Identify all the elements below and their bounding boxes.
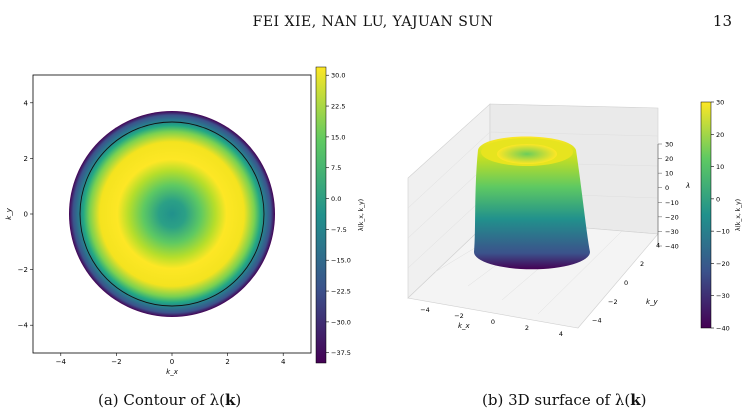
surface-z-tick-label: −20	[665, 213, 679, 221]
contour-colorbar-tick-label: −37.5	[331, 349, 351, 357]
contour-y-tick-label: −4	[18, 322, 29, 330]
caption-a: (a) Contour of λ(k)	[98, 391, 241, 409]
surface-colorbar-ticks: 30 20 10 0 −10 −20 −30 −40	[711, 99, 730, 333]
surface-y-tick-label: −4	[592, 317, 602, 325]
surface-y-ticks: 4 2 0 −2 −4	[592, 241, 660, 324]
contour-x-tick-label: −4	[56, 358, 67, 366]
contour-colorbar-label: λ(k_x, k_y)	[358, 199, 365, 231]
surface-colorbar-tick-label: 0	[716, 195, 720, 203]
surface-colorbar-tick-label: 20	[716, 131, 724, 139]
surface-y-tick-label: 2	[640, 260, 644, 268]
contour-xlabel: k_x	[166, 368, 179, 376]
surface-y-tick-label: 4	[656, 241, 660, 249]
contour-y-tick-label: 0	[24, 211, 28, 219]
surface-z-tick-label: −10	[665, 199, 679, 207]
running-title: FEI XIE, NAN LU, YAJUAN SUN	[252, 14, 494, 30]
contour-colorbar-tick-label: −15.0	[331, 257, 351, 265]
contour-colorbar-tick-label: −7.5	[331, 226, 347, 234]
contour-figure: −4 −2 0 2 4 4 2 0 −2 −4 k_x k_y 30.0 22.5 15.0 7.5 0…	[5, 66, 365, 376]
zero-contour-line	[79, 121, 265, 307]
surface-colorbar-tick-label: −30	[716, 292, 730, 300]
caption-b-bold: k	[630, 391, 641, 409]
surface-z-tick-label: 10	[665, 170, 673, 178]
contour-colorbar-tick-label: 22.5	[331, 103, 345, 111]
contour-colorbar-ticks: 30.0 22.5 15.0 7.5 0.0 −7.5 −15.0 −22.5 −30.0 −37…	[326, 72, 351, 357]
contour-y-tick-label: 4	[24, 99, 29, 107]
surface-x-tick-label: 2	[525, 324, 529, 332]
surface-z-tick-label: −40	[665, 243, 679, 251]
contour-ylabel: k_y	[5, 207, 13, 220]
surface-x-tick-label: 4	[559, 330, 563, 338]
caption-b-suffix: )	[640, 391, 647, 409]
surface-z-tick-label: −30	[665, 228, 679, 236]
surface-inner-well	[497, 144, 557, 164]
contour-colorbar-tick-label: 7.5	[331, 164, 341, 172]
caption-a-prefix: (a) Contour of λ(	[98, 391, 225, 409]
caption-b-prefix: (b) 3D surface of λ(	[482, 391, 631, 409]
caption-a-bold: k	[224, 391, 236, 409]
surface-x-tick-label: −4	[420, 306, 430, 314]
contour-y-ticks: 4 2 0 −2 −4	[18, 99, 33, 330]
surface-colorbar-label: λ(k_x, k_y)	[735, 199, 742, 231]
surface-z-tick-label: 20	[665, 155, 673, 163]
contour-disk	[69, 111, 275, 317]
surface-z-ticks: 30 20 10 0 −10 −20 −30 −40	[658, 141, 679, 251]
contour-y-tick-label: 2	[24, 155, 28, 163]
contour-colorbar	[315, 66, 327, 364]
surface-x-tick-label: 0	[491, 318, 495, 326]
contour-colorbar-tick-label: −22.5	[331, 288, 351, 296]
contour-x-ticks: −4 −2 0 2 4	[56, 353, 286, 366]
contour-colorbar-tick-label: 30.0	[331, 72, 345, 80]
surface-zlabel: λ	[685, 182, 690, 190]
surface-colorbar-tick-label: −40	[716, 325, 730, 333]
contour-x-tick-label: −2	[111, 358, 121, 366]
contour-x-tick-label: 2	[225, 358, 229, 366]
caption-a-suffix: )	[235, 391, 242, 409]
contour-colorbar-tick-label: −30.0	[331, 318, 351, 326]
surface-colorbar-tick-label: −20	[716, 260, 730, 268]
surface-z-tick-label: 0	[665, 184, 669, 192]
surface-y-tick-label: −2	[608, 298, 618, 306]
surface-x-ticks: −4 −2 0 2 4	[420, 306, 563, 338]
surface-colorbar-tick-label: −10	[716, 228, 730, 236]
surface-colorbar	[700, 101, 712, 329]
surface-body	[474, 136, 590, 270]
surface-colorbar-tick-label: 30	[716, 99, 724, 107]
surface-z-tick-label: 30	[665, 141, 673, 149]
contour-x-tick-label: 0	[170, 358, 174, 366]
page-number: 13	[712, 12, 732, 30]
surface-xlabel: k_x	[458, 322, 471, 330]
surface-colorbar-tick-label: 10	[716, 163, 724, 171]
surface-ylabel: k_y	[646, 298, 659, 306]
caption-b: (b) 3D surface of λ(k)	[482, 391, 646, 409]
contour-y-tick-label: −2	[18, 266, 28, 274]
contour-x-tick-label: 4	[281, 358, 286, 366]
contour-colorbar-tick-label: 0.0	[331, 195, 341, 203]
surface-y-tick-label: 0	[624, 279, 628, 287]
contour-colorbar-tick-label: 15.0	[331, 133, 345, 141]
surface-x-tick-label: −2	[454, 312, 464, 320]
